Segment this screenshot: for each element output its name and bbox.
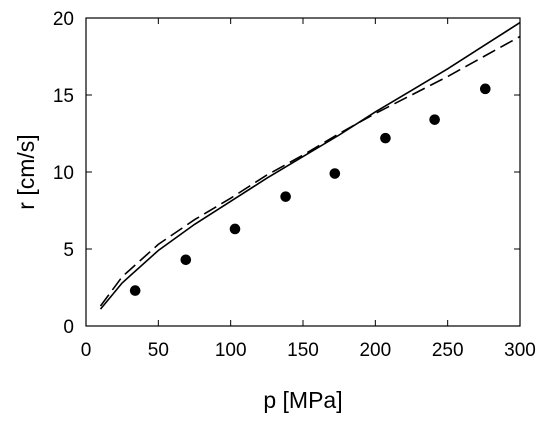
y-tick-label: 5	[63, 240, 74, 261]
data-point	[380, 132, 391, 144]
y-tick-label: 20	[53, 9, 74, 30]
ticks: 0 50 100 150 200 250 300 0 5 10 15 20	[53, 9, 536, 361]
x-tick-label: 250	[432, 340, 464, 361]
x-tick-label: 50	[148, 340, 169, 361]
data-point	[479, 83, 491, 95]
y-tick-label: 15	[53, 86, 74, 107]
solid-series-line	[99, 21, 521, 310]
y-axis-label: r [cm/s]	[13, 134, 39, 209]
data-point	[280, 191, 291, 202]
dashed-series-line	[99, 35, 521, 307]
x-axis-label: p [MPa]	[263, 387, 342, 413]
x-tick-label: 150	[287, 340, 319, 361]
data-point	[229, 223, 241, 235]
x-tick-label: 300	[504, 340, 536, 361]
x-tick-label: 100	[215, 340, 247, 361]
data-point	[429, 114, 440, 125]
x-tick-label: 0	[81, 340, 92, 361]
data-point	[180, 254, 192, 266]
data-point	[329, 168, 341, 179]
series-layer	[99, 21, 521, 310]
y-tick-label: 10	[53, 163, 74, 184]
data-point	[129, 285, 141, 296]
y-tick-label: 0	[63, 317, 74, 338]
x-tick-label: 200	[359, 340, 391, 361]
